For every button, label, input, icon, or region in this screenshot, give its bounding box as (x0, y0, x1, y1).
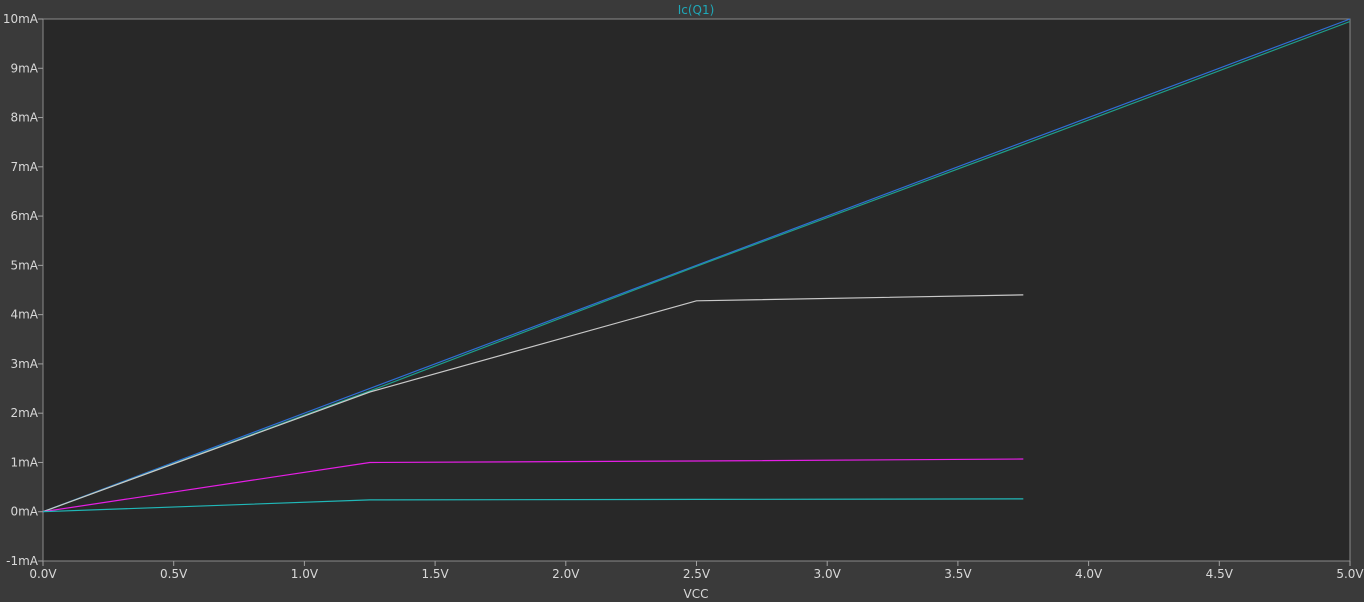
y-tick-label: 9mA (10, 61, 38, 75)
x-axis: 0.0V 0.5V 1.0V 1.5V 2.0V 2.5V 3.0V 3.5V 4.0V 4.5V… (29, 561, 1364, 581)
x-tick-label: 2.5V (683, 567, 711, 581)
y-axis: -1mA 0mA 1mA 2mA 3mA 4mA 5mA 6mA 7mA 8mA 9mA 10mA (3, 12, 43, 568)
x-tick-label: 3.0V (814, 567, 842, 581)
x-tick-label: 2.0V (552, 567, 580, 581)
y-tick-label: 3mA (10, 357, 38, 371)
x-tick-label: 1.0V (291, 567, 319, 581)
series-line-1[interactable] (42, 18, 1351, 513)
x-axis-label[interactable]: VCC (684, 587, 709, 601)
series-line-4[interactable] (42, 458, 1024, 513)
y-tick-label: 0mA (10, 505, 38, 519)
y-tick-label: 7mA (10, 160, 38, 174)
y-tick-label: 6mA (10, 209, 38, 223)
x-tick-label: 1.5V (421, 567, 449, 581)
series-group (42, 18, 1351, 513)
y-tick-label: 1mA (10, 455, 38, 469)
plot-area[interactable] (42, 18, 1351, 562)
x-tick-label: 4.5V (1206, 567, 1234, 581)
series-line-2[interactable] (42, 20, 1351, 513)
x-tick-label: 0.0V (29, 567, 57, 581)
series-line-3[interactable] (42, 294, 1024, 513)
x-tick-label: 5.0V (1336, 567, 1364, 581)
y-tick-label: 8mA (10, 111, 38, 125)
x-tick-label: 3.5V (944, 567, 972, 581)
chart-title[interactable]: Ic(Q1) (678, 3, 715, 17)
y-tick-label: -1mA (6, 554, 39, 568)
series-line-5[interactable] (42, 498, 1024, 513)
y-tick-label: 5mA (10, 258, 38, 272)
y-tick-label: 4mA (10, 308, 38, 322)
y-tick-label: 2mA (10, 406, 38, 420)
y-tick-label: 10mA (3, 12, 39, 26)
x-tick-label: 0.5V (160, 567, 188, 581)
x-tick-label: 4.0V (1075, 567, 1103, 581)
